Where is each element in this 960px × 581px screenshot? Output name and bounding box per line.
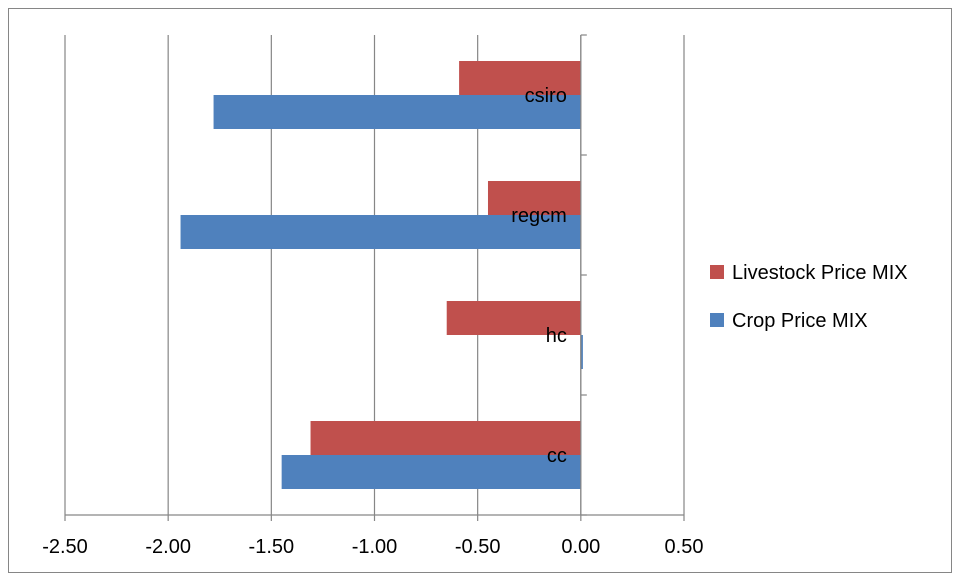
x-tick-label: -2.00 bbox=[145, 536, 191, 558]
bar-crop-regcm bbox=[180, 215, 581, 249]
bar-livestock-csiro bbox=[459, 61, 581, 95]
bar-crop-csiro bbox=[213, 95, 581, 129]
bar-crop-cc bbox=[281, 455, 581, 489]
x-tick-label: 0.00 bbox=[561, 536, 600, 558]
x-tick-label: -2.50 bbox=[42, 536, 88, 558]
category-label: regcm bbox=[511, 205, 567, 227]
x-tick-label: -1.00 bbox=[352, 536, 398, 558]
bar-crop-hc bbox=[580, 335, 583, 369]
legend-label: Livestock Price MIX bbox=[732, 262, 908, 284]
bar-livestock-cc bbox=[310, 421, 581, 455]
x-tick-label: 0.50 bbox=[665, 536, 704, 558]
x-tick-label: -0.50 bbox=[455, 536, 501, 558]
category-label: hc bbox=[546, 325, 567, 347]
category-label: cc bbox=[547, 445, 567, 467]
legend-swatch bbox=[710, 265, 724, 279]
legend-label: Crop Price MIX bbox=[732, 310, 868, 332]
category-label: csiro bbox=[525, 85, 567, 107]
bar-livestock-regcm bbox=[487, 181, 581, 215]
legend-swatch bbox=[710, 313, 724, 327]
x-tick-label: -1.50 bbox=[249, 536, 295, 558]
bar-livestock-hc bbox=[446, 301, 581, 335]
